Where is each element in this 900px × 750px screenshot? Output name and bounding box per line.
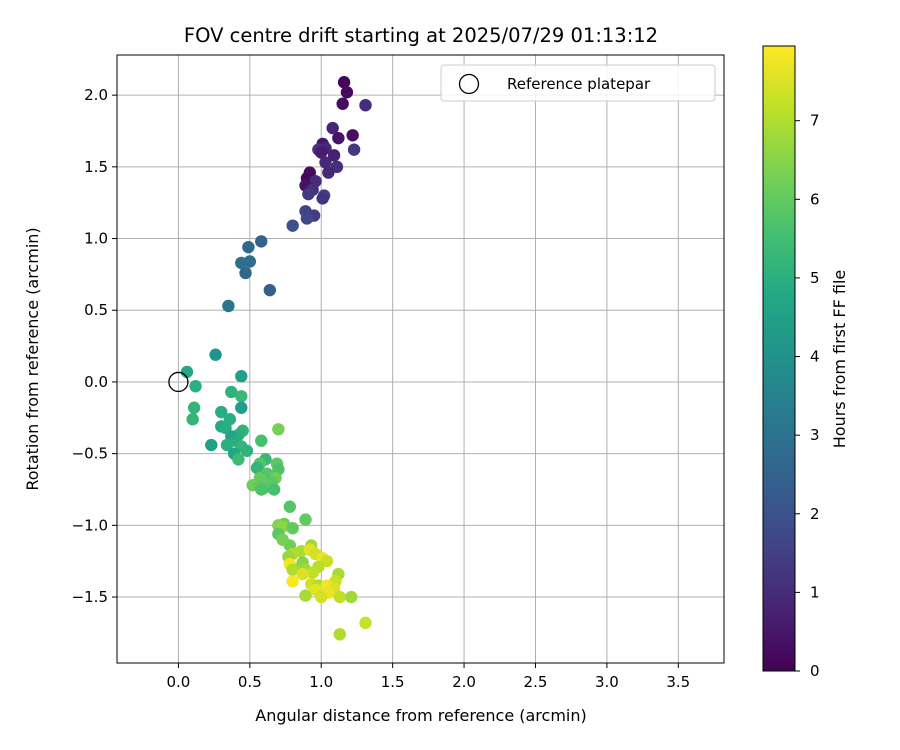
y-tick-label: −1.0 — [72, 516, 108, 534]
data-point — [255, 434, 268, 447]
data-point — [242, 240, 255, 254]
data-point — [235, 370, 248, 383]
legend-entry-reference-platepar: Reference platepar — [507, 75, 651, 93]
colorbar-tick-label: 3 — [810, 426, 820, 444]
data-point — [345, 590, 358, 604]
colorbar-tick-label: 7 — [810, 112, 820, 130]
data-point — [220, 438, 234, 452]
colorbar-tick-label: 1 — [810, 583, 820, 601]
data-point — [286, 522, 299, 535]
data-point — [215, 405, 228, 419]
x-tick-label: 2.0 — [452, 673, 476, 691]
x-axis-ticks: 0.0 0.5 1.0 1.5 2.0 2.5 3.0 3.5 — [166, 663, 690, 691]
data-point — [187, 401, 201, 414]
colorbar-gradient — [762, 45, 796, 672]
data-point — [255, 235, 268, 248]
data-points — [180, 76, 372, 641]
data-point — [299, 589, 312, 602]
data-point — [255, 483, 268, 496]
reference-marker — [168, 371, 189, 393]
x-tick-label: 3.5 — [666, 673, 690, 691]
y-tick-label: 2.0 — [84, 86, 108, 104]
data-point — [306, 566, 319, 579]
data-point — [322, 166, 335, 179]
data-point — [235, 401, 248, 414]
data-point — [286, 575, 299, 588]
x-tick-label: 2.5 — [524, 673, 548, 691]
data-point — [319, 156, 332, 169]
data-point — [346, 129, 359, 142]
data-point — [336, 97, 349, 110]
data-point — [337, 76, 351, 89]
data-point — [180, 365, 194, 379]
x-axis-label: Angular distance from reference (arcmin) — [255, 706, 586, 725]
x-tick-label: 3.0 — [595, 673, 619, 691]
data-point — [299, 513, 312, 526]
x-tick-label: 1.0 — [309, 673, 333, 691]
data-point — [243, 255, 257, 268]
data-point — [222, 299, 235, 313]
data-point — [315, 146, 328, 159]
x-tick-label: 1.5 — [381, 673, 405, 691]
data-point — [225, 385, 238, 399]
colorbar-label: Hours from first FF file — [830, 270, 849, 449]
reference-platepar-point — [168, 371, 189, 393]
data-point — [205, 438, 218, 452]
legend: Reference platepar — [440, 64, 716, 102]
data-point — [239, 266, 252, 280]
data-point — [316, 192, 329, 205]
legend-box — [440, 64, 716, 102]
data-point — [332, 131, 345, 145]
colorbar-tick-label: 5 — [810, 269, 820, 287]
data-point — [333, 628, 347, 641]
grid-lines — [117, 55, 724, 663]
data-point — [327, 149, 341, 162]
colorbar-tick-label: 6 — [810, 190, 820, 208]
data-point — [286, 563, 299, 576]
data-point — [209, 348, 222, 361]
data-point — [272, 423, 285, 436]
y-tick-label: −1.5 — [72, 588, 108, 606]
data-point — [315, 590, 328, 604]
colorbar-tick-label: 4 — [810, 348, 820, 366]
data-point — [347, 143, 361, 156]
data-point — [232, 453, 245, 466]
data-point — [267, 483, 281, 496]
data-point — [326, 121, 339, 135]
data-point — [235, 390, 248, 403]
data-point — [359, 616, 372, 630]
data-point — [283, 500, 297, 513]
x-tick-label: 0.0 — [166, 673, 190, 691]
legend-marker-icon — [458, 73, 480, 95]
data-point — [186, 413, 199, 426]
data-point — [302, 187, 315, 201]
data-point — [263, 283, 277, 297]
data-point — [250, 461, 264, 475]
y-tick-label: 1.5 — [84, 158, 108, 176]
data-point — [286, 219, 299, 232]
x-tick-label: 0.5 — [238, 673, 262, 691]
y-tick-label: 1.0 — [84, 230, 108, 248]
y-tick-label: −0.5 — [72, 445, 108, 463]
plot-frame — [116, 54, 725, 664]
y-tick-label: 0.0 — [84, 373, 108, 391]
data-point — [276, 533, 289, 546]
data-point — [189, 380, 202, 393]
y-tick-label: 0.5 — [84, 301, 108, 319]
y-axis-ticks: −1.5 −1.0 −0.5 0.0 0.5 1.0 1.5 2.0 — [72, 86, 117, 606]
colorbar-tick-label: 0 — [810, 662, 820, 680]
colorbar-ticks: 0 1 2 3 4 5 6 7 — [795, 112, 820, 680]
y-axis-label: Rotation from reference (arcmin) — [23, 227, 42, 490]
colorbar: 0 1 2 3 4 5 6 7 Hours from first FF file — [762, 45, 849, 680]
data-point — [340, 86, 354, 99]
data-point — [333, 590, 347, 604]
colorbar-tick-label: 2 — [810, 505, 820, 523]
data-point — [359, 98, 372, 112]
data-point — [300, 212, 314, 225]
chart-title: FOV centre drift starting at 2025/07/29 … — [184, 24, 658, 47]
data-point — [296, 567, 309, 581]
data-point — [240, 444, 254, 457]
